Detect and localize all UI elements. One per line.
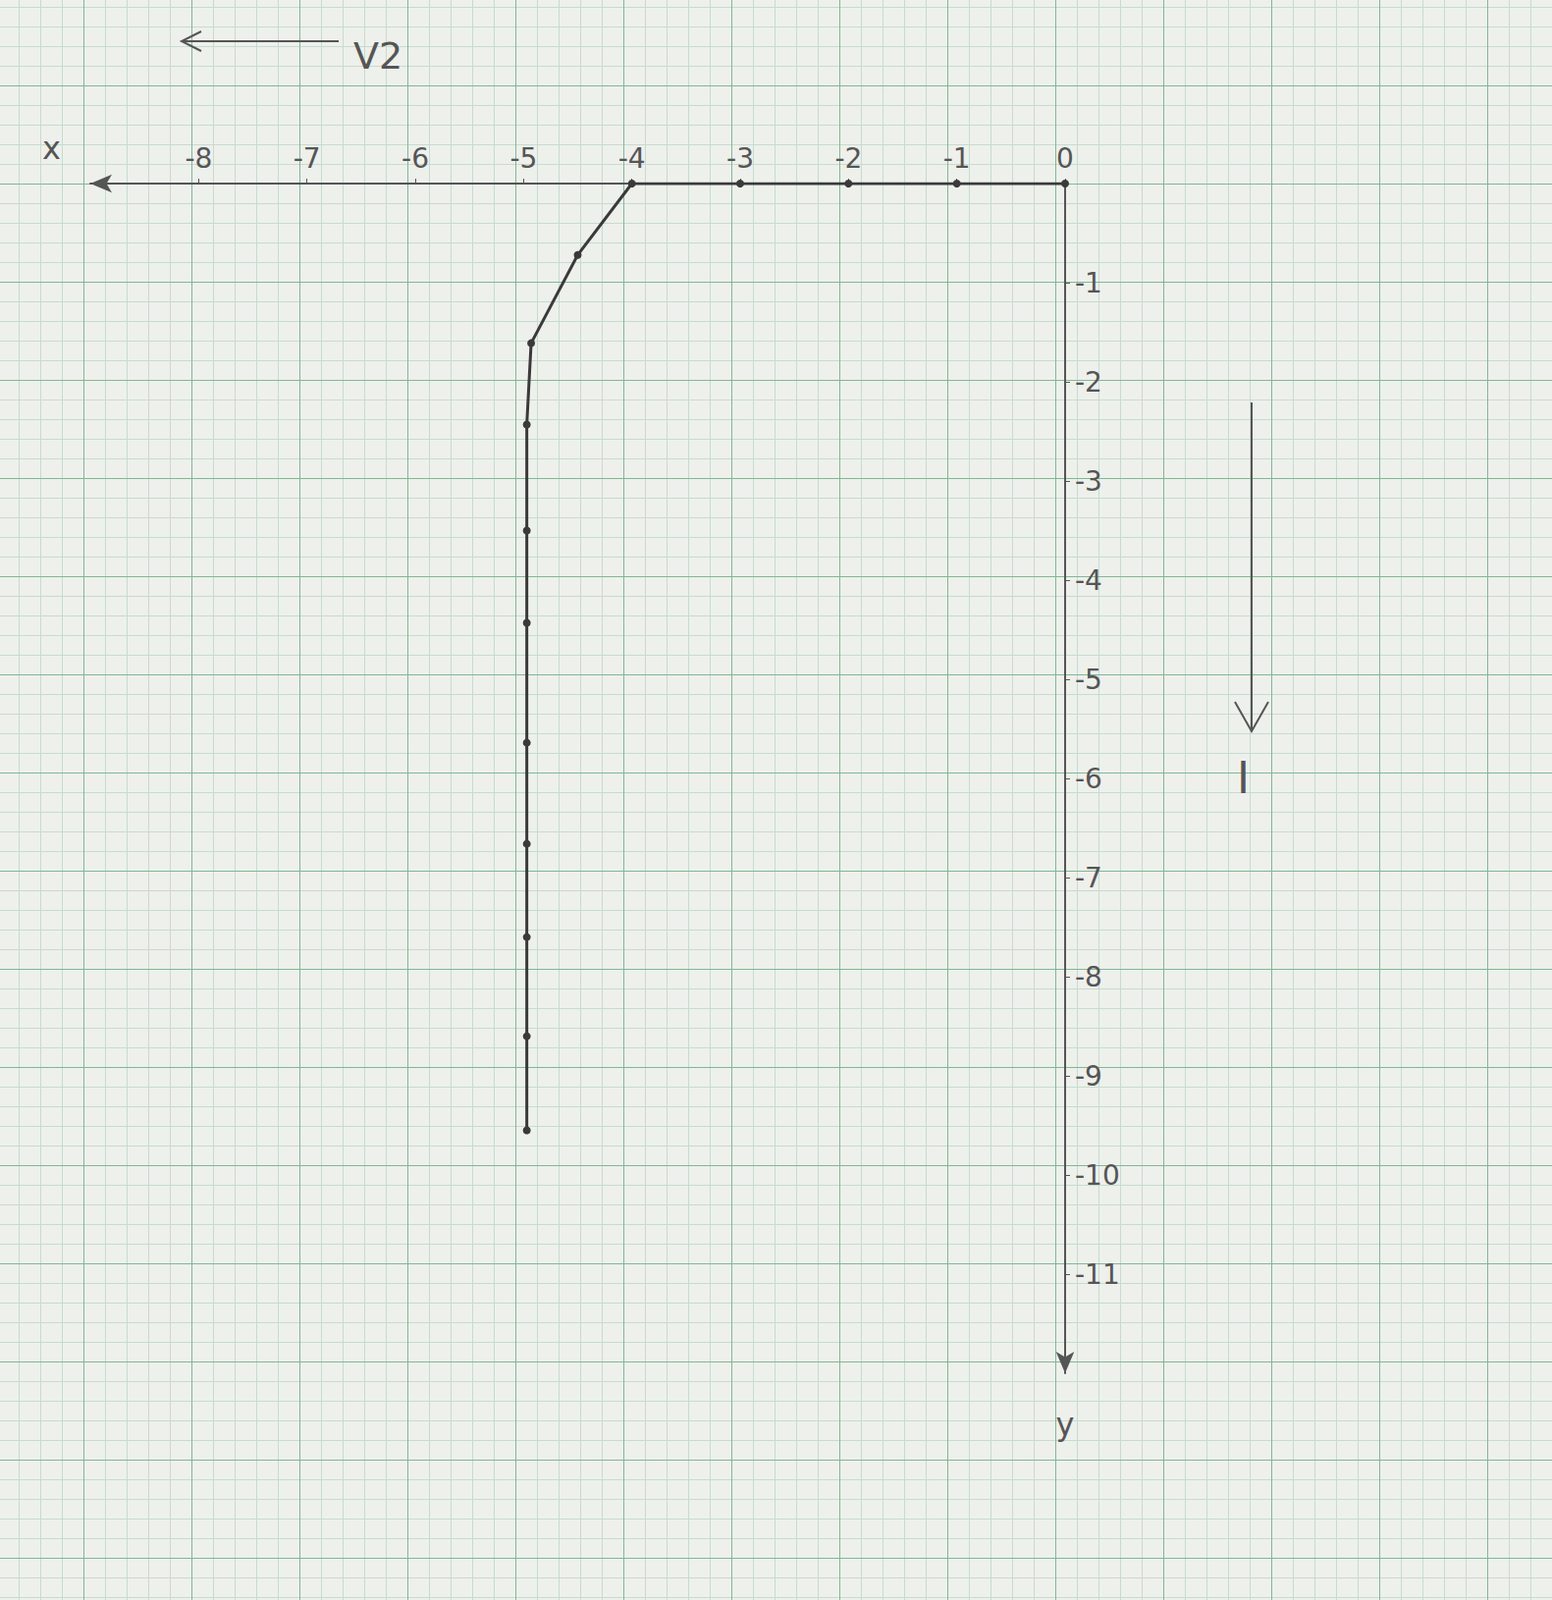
svg-text:-1: -1 [943,142,971,175]
svg-text:-7: -7 [293,142,322,175]
svg-text:-2: -2 [834,142,862,175]
svg-text:-1: -1 [1074,267,1103,300]
svg-text:-2: -2 [1074,366,1103,399]
svg-text:0: 0 [1056,142,1074,175]
svg-text:-4: -4 [618,142,646,175]
svg-text:-11: -11 [1074,1258,1121,1291]
svg-text:-8: -8 [184,142,213,175]
svg-text:-5: -5 [509,142,537,175]
svg-text:-3: -3 [726,142,754,175]
svg-text:-8: -8 [1074,961,1103,994]
svg-text:-5: -5 [1074,663,1103,696]
svg-text:I: I [1236,752,1250,803]
svg-text:y: y [1056,1405,1075,1444]
svg-text:-3: -3 [1074,465,1103,498]
svg-text:-6: -6 [1074,762,1103,796]
svg-text:-4: -4 [1074,564,1103,597]
svg-text:-7: -7 [1074,861,1103,895]
svg-text:-6: -6 [401,142,429,175]
svg-text:-9: -9 [1074,1060,1103,1093]
svg-text:-10: -10 [1074,1159,1121,1192]
svg-text:x: x [42,129,61,167]
svg-text:V2: V2 [353,34,403,78]
